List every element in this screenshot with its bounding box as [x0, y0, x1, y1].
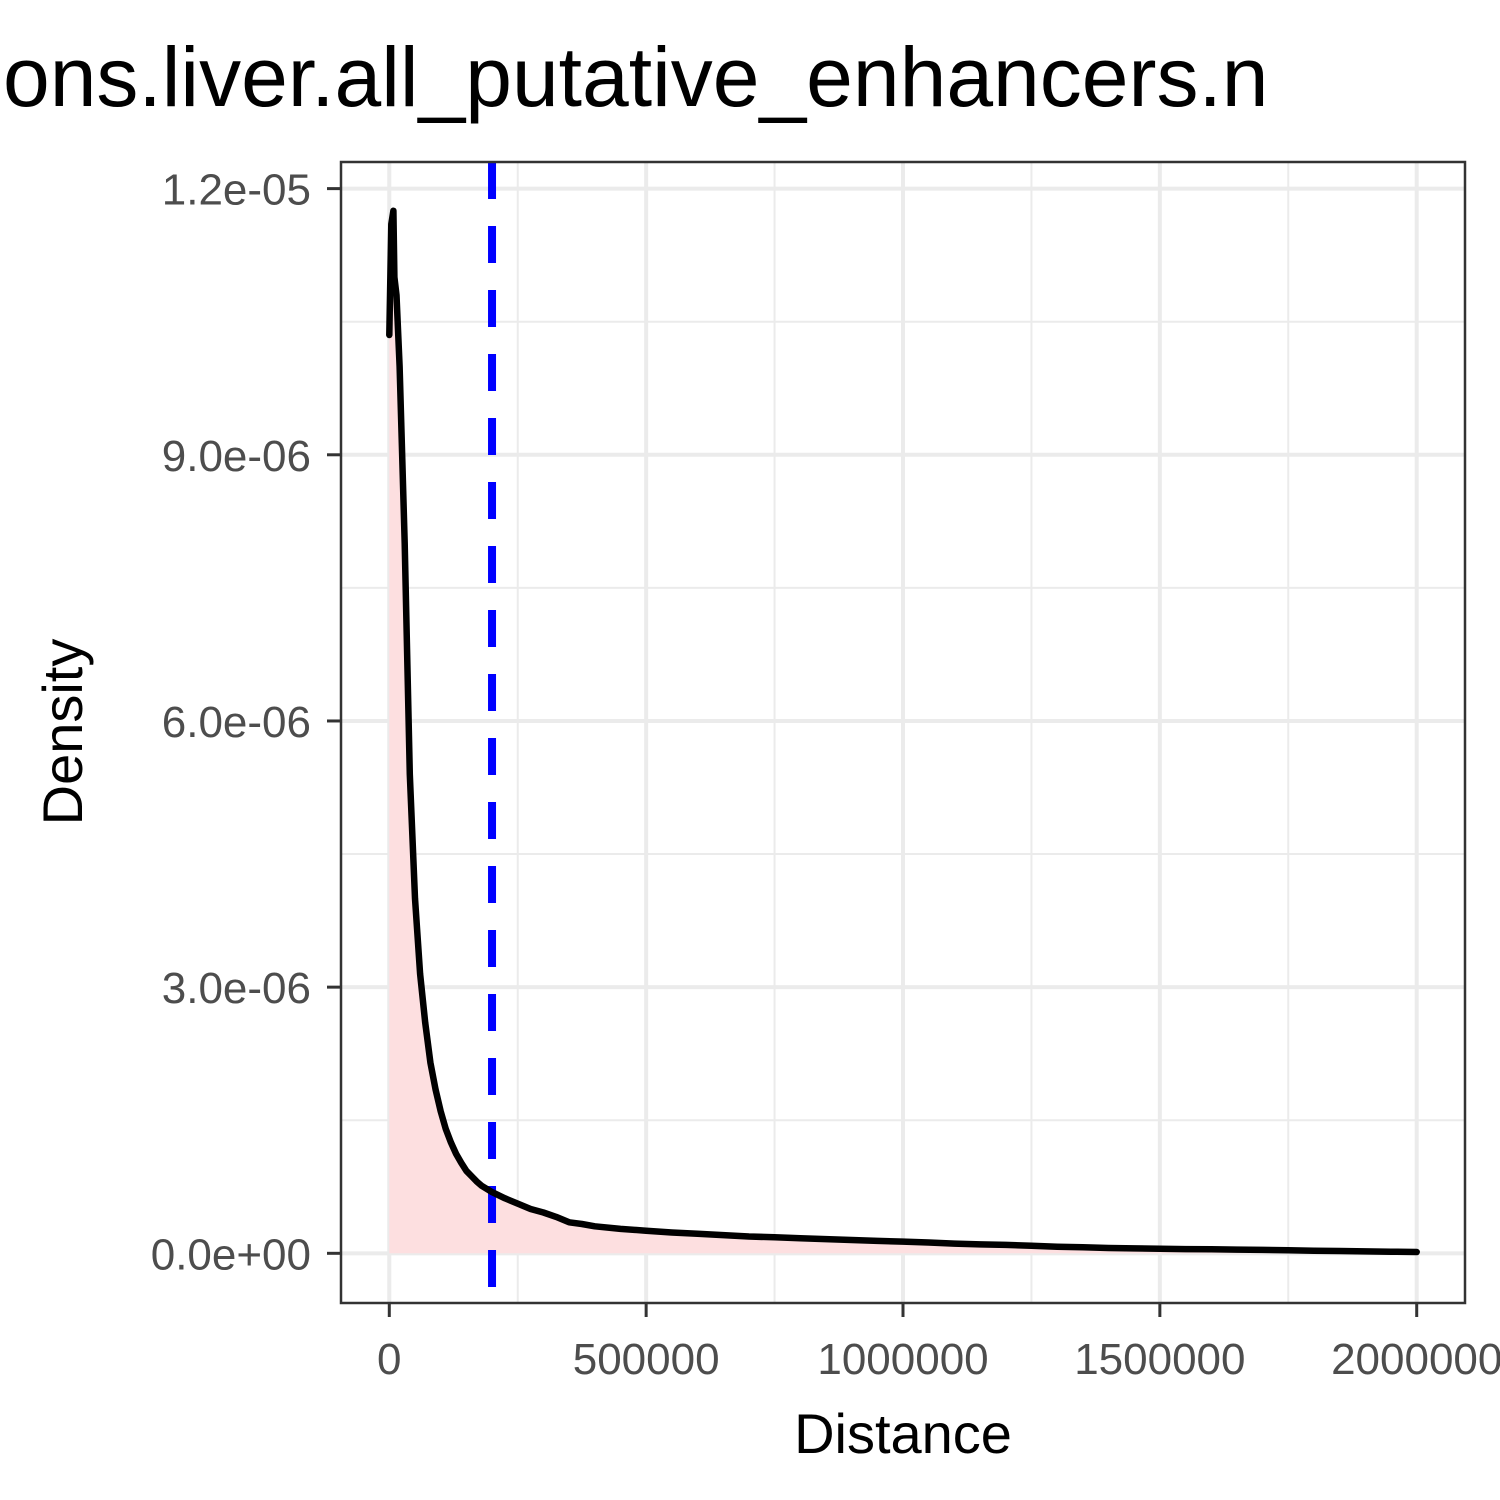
x-tick-label: 0 [377, 1335, 401, 1384]
y-axis: 0.0e+00 3.0e-06 6.0e-06 9.0e-06 1.2e-05 [151, 166, 341, 1279]
x-axis: 0 500000 1000000 1500000 2000000 [377, 1303, 1500, 1384]
y-axis-title: Density [31, 639, 94, 826]
y-tick-label: 0.0e+00 [151, 1230, 311, 1279]
y-tick-label: 1.2e-05 [162, 166, 311, 215]
x-axis-title: Distance [794, 1402, 1012, 1465]
plot-title: ons.liver.all_putative_enhancers.n [3, 30, 1269, 124]
x-tick-label: 2000000 [1331, 1335, 1500, 1384]
x-tick-label: 1500000 [1074, 1335, 1245, 1384]
density-curve [386, 207, 1420, 1256]
y-tick-label: 6.0e-06 [162, 698, 311, 747]
y-tick-label: 9.0e-06 [162, 432, 311, 481]
x-tick-label: 1000000 [817, 1335, 988, 1384]
y-tick-label: 3.0e-06 [162, 964, 311, 1013]
x-tick-label: 500000 [573, 1335, 720, 1384]
major-gridlines [341, 162, 1465, 1303]
